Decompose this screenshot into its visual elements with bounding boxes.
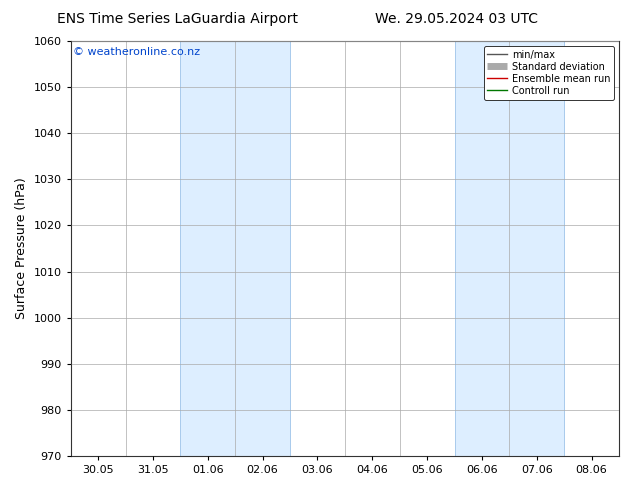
Bar [455, 41, 564, 456]
Text: We. 29.05.2024 03 UTC: We. 29.05.2024 03 UTC [375, 12, 538, 26]
Legend: min/max, Standard deviation, Ensemble mean run, Controll run: min/max, Standard deviation, Ensemble me… [484, 46, 614, 99]
Text: © weatheronline.co.nz: © weatheronline.co.nz [74, 47, 200, 57]
Y-axis label: Surface Pressure (hPa): Surface Pressure (hPa) [15, 178, 28, 319]
Bar [180, 41, 290, 456]
Text: ENS Time Series LaGuardia Airport: ENS Time Series LaGuardia Airport [57, 12, 298, 26]
